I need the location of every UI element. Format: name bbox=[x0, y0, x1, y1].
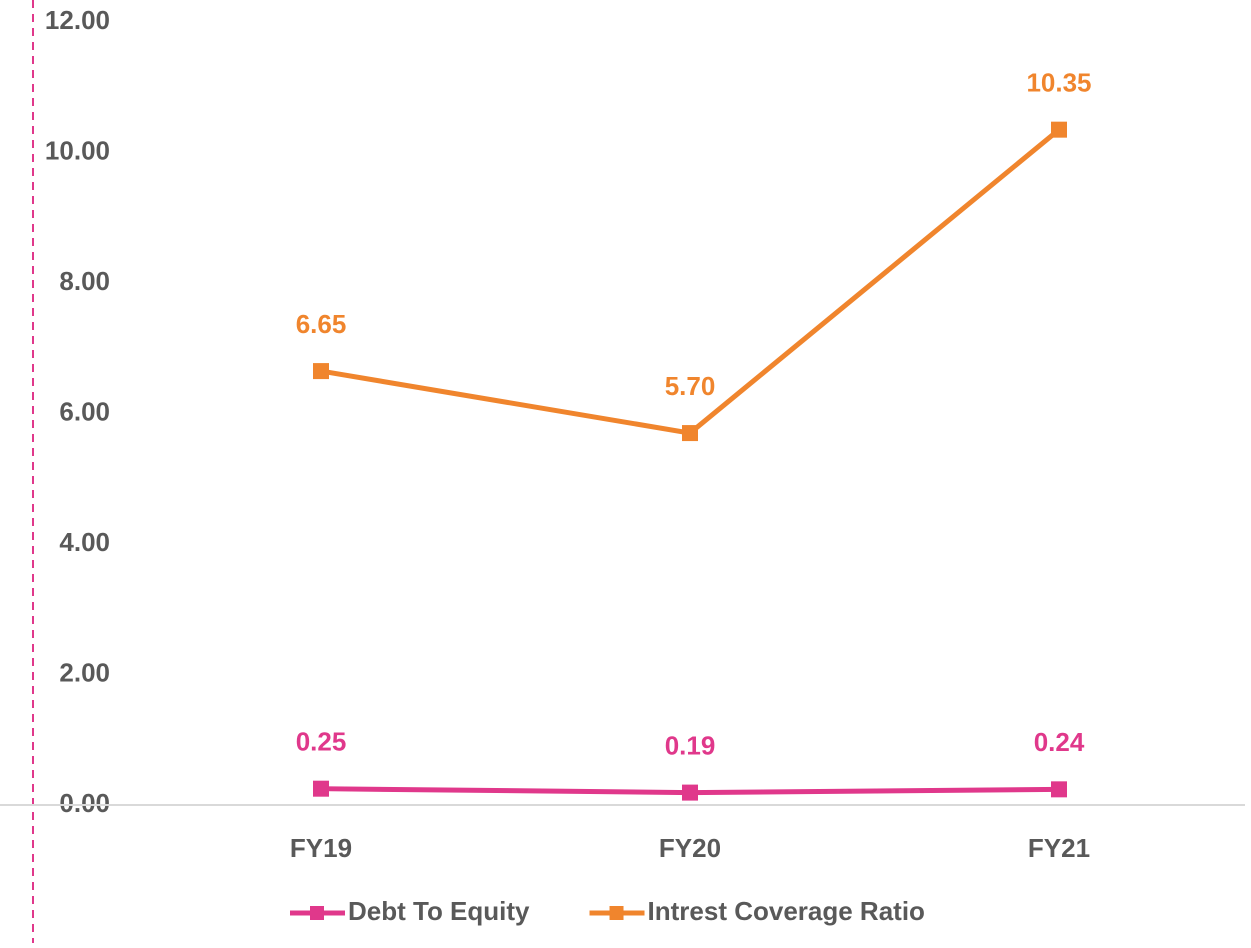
y-tick-label: 2.00 bbox=[59, 657, 110, 687]
y-tick-label: 4.00 bbox=[59, 527, 110, 557]
point-marker bbox=[313, 780, 329, 797]
legend-marker bbox=[310, 906, 324, 920]
point-marker bbox=[682, 784, 698, 801]
legend-marker bbox=[609, 906, 624, 920]
x-tick-label: FY19 bbox=[290, 833, 352, 863]
point-marker bbox=[682, 425, 698, 442]
y-tick-label: 8.00 bbox=[59, 266, 110, 296]
data-label: 0.25 bbox=[296, 727, 347, 757]
x-tick-label: FY21 bbox=[1028, 833, 1090, 863]
data-label: 0.24 bbox=[1034, 727, 1085, 757]
legend-label: Debt To Equity bbox=[348, 896, 530, 926]
y-tick-label: 6.00 bbox=[59, 396, 110, 426]
y-tick-label: 10.00 bbox=[45, 135, 110, 165]
y-tick-label: 12.00 bbox=[45, 5, 110, 35]
data-label: 10.35 bbox=[1026, 68, 1091, 98]
point-marker bbox=[1051, 781, 1067, 798]
data-label: 6.65 bbox=[296, 309, 347, 339]
legend-label: Intrest Coverage Ratio bbox=[648, 896, 925, 926]
y-tick-label: 0.00 bbox=[59, 788, 110, 818]
point-marker bbox=[313, 363, 329, 380]
x-tick-label: FY20 bbox=[659, 833, 721, 863]
data-label: 5.70 bbox=[665, 371, 716, 401]
data-label: 0.19 bbox=[665, 730, 716, 760]
point-marker bbox=[1051, 121, 1067, 138]
